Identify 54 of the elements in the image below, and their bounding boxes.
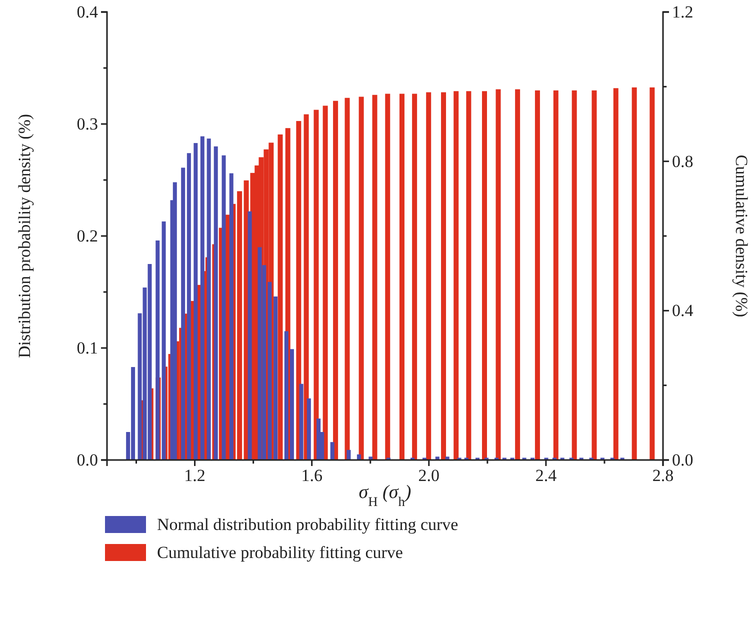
y2-tick-label: 0.8 bbox=[672, 152, 694, 171]
y2-tick-label: 0.4 bbox=[672, 301, 694, 320]
bar bbox=[412, 94, 418, 460]
bar bbox=[572, 90, 577, 460]
bar bbox=[344, 98, 350, 460]
bar bbox=[441, 92, 446, 460]
y-tick-label: 0.2 bbox=[76, 226, 98, 246]
x-tick-label: 2.4 bbox=[535, 466, 558, 486]
bar bbox=[385, 94, 390, 460]
bar bbox=[466, 91, 472, 460]
bar bbox=[156, 240, 160, 460]
y-tick-label: 0.0 bbox=[76, 450, 98, 470]
legend-label: Cumulative probability fitting curve bbox=[157, 543, 403, 562]
bar bbox=[172, 182, 177, 460]
y-tick-label: 0.1 bbox=[76, 338, 98, 358]
bar bbox=[346, 450, 351, 460]
bar bbox=[316, 418, 321, 460]
bar bbox=[299, 384, 304, 460]
bar bbox=[306, 398, 311, 460]
bar bbox=[592, 90, 597, 460]
bar bbox=[534, 90, 540, 460]
bar bbox=[304, 114, 309, 460]
x-tick-label: 1.2 bbox=[184, 466, 206, 486]
x-tick-label: 2.8 bbox=[652, 466, 674, 486]
bar bbox=[632, 87, 637, 460]
y2-axis-title: Cumulative density (%) bbox=[732, 154, 751, 318]
bar bbox=[399, 94, 404, 460]
bar bbox=[333, 100, 338, 460]
bar bbox=[181, 168, 186, 460]
bar bbox=[613, 88, 618, 460]
bar bbox=[314, 110, 319, 460]
bar bbox=[650, 87, 655, 460]
bar bbox=[426, 92, 432, 460]
bar bbox=[296, 121, 302, 460]
y-tick-label: 0.4 bbox=[76, 2, 98, 22]
x-tick-label: 1.6 bbox=[301, 466, 322, 486]
bar bbox=[372, 94, 378, 460]
bar bbox=[482, 91, 487, 460]
y-tick-label: 0.3 bbox=[76, 114, 98, 134]
bar bbox=[322, 106, 328, 460]
bar bbox=[454, 91, 459, 460]
bar bbox=[162, 221, 166, 460]
y2-tick-label: 0.0 bbox=[672, 450, 694, 470]
y-axis-title: Distribution probability density (%) bbox=[15, 114, 34, 358]
bar bbox=[496, 89, 501, 460]
bar bbox=[237, 191, 242, 460]
x-axis-title: σ$_{H}$ (σ$_{h}$) bbox=[358, 482, 412, 508]
bar bbox=[330, 442, 334, 460]
bar bbox=[358, 96, 364, 460]
y2-tick-label: 1.2 bbox=[672, 2, 694, 22]
bar bbox=[553, 90, 558, 460]
legend-label: Normal distribution probability fitting curve bbox=[157, 515, 458, 534]
bar bbox=[515, 89, 520, 460]
x-tick-label: 2.0 bbox=[418, 466, 440, 486]
